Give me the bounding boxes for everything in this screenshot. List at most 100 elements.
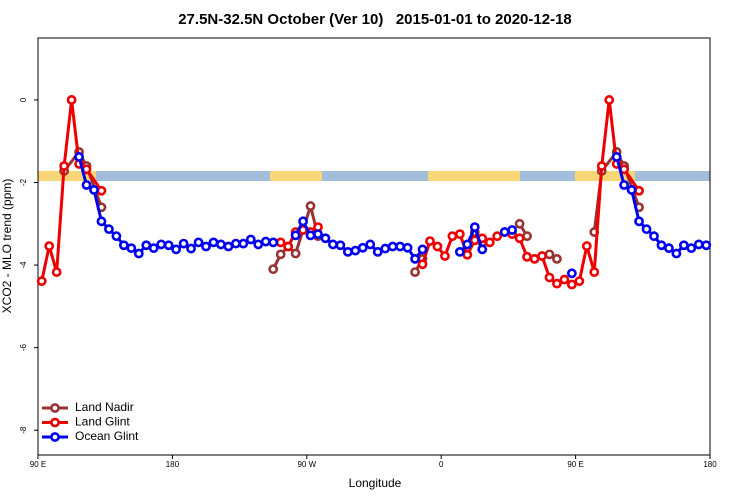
point [425, 236, 435, 247]
point [544, 272, 555, 283]
point [342, 246, 353, 257]
point [395, 241, 406, 252]
point [656, 240, 667, 251]
point [507, 225, 518, 235]
point [664, 243, 674, 254]
point [484, 237, 495, 248]
point [81, 180, 92, 190]
legend-label: Land Glint [75, 415, 130, 429]
point [350, 245, 361, 256]
point [499, 227, 510, 237]
point [44, 241, 55, 251]
point [537, 251, 547, 261]
point [634, 216, 644, 227]
point [559, 274, 570, 285]
point [492, 231, 503, 242]
point [96, 185, 107, 196]
point [51, 267, 62, 277]
point [604, 95, 615, 105]
x-tick-label: 90 E [30, 460, 46, 469]
point [148, 243, 159, 254]
point [634, 185, 644, 196]
point [596, 161, 607, 171]
point [104, 224, 114, 235]
point [230, 238, 241, 249]
point [223, 241, 234, 252]
point [201, 241, 211, 252]
legend-marker [50, 432, 60, 442]
point [522, 231, 532, 242]
point [678, 240, 689, 251]
point [611, 152, 622, 162]
point [462, 239, 473, 250]
point [410, 267, 420, 277]
y-tick-label: -8 [19, 426, 28, 434]
point [454, 229, 465, 240]
point [477, 244, 488, 255]
point [335, 240, 346, 251]
point [96, 216, 107, 227]
point [410, 253, 420, 264]
point [216, 239, 226, 250]
y-tick-label: -2 [19, 178, 28, 186]
legend-marker [50, 417, 60, 428]
x-tick-label: 0 [439, 460, 444, 469]
y-tick-label: -6 [19, 344, 28, 352]
point [581, 241, 592, 251]
point [320, 233, 331, 244]
point [260, 236, 271, 247]
point [208, 237, 219, 248]
point [380, 243, 391, 254]
point [454, 246, 465, 257]
point [290, 248, 301, 259]
point [186, 243, 196, 254]
point [462, 249, 473, 260]
point [469, 222, 480, 232]
point [552, 278, 562, 289]
point [275, 249, 286, 260]
point [693, 239, 704, 250]
x-tick-label: 180 [703, 460, 717, 469]
point [283, 241, 294, 252]
point [514, 233, 525, 244]
point [298, 216, 308, 227]
point [178, 238, 189, 249]
point [163, 240, 174, 251]
point [305, 230, 316, 241]
point [701, 240, 712, 251]
point [514, 218, 525, 229]
point [440, 251, 450, 261]
point [313, 229, 323, 240]
point [36, 276, 47, 287]
point [74, 152, 84, 162]
point [290, 230, 301, 241]
point [417, 244, 428, 255]
point [529, 253, 540, 264]
point [268, 237, 279, 248]
y-tick-label: -4 [19, 261, 28, 269]
point [619, 180, 630, 190]
point [626, 185, 637, 195]
x-tick-label: 90 E [567, 460, 583, 469]
point [275, 237, 286, 248]
point [357, 242, 368, 253]
point [245, 234, 256, 245]
point [566, 279, 577, 290]
legend-marker [50, 403, 60, 413]
x-tick-label: 90 W [297, 460, 316, 469]
point [328, 239, 338, 250]
point [372, 246, 383, 257]
point [417, 259, 428, 270]
legend-label: Land Nadir [75, 400, 134, 414]
point [566, 268, 577, 279]
point [402, 242, 413, 253]
point [111, 231, 122, 242]
point [238, 238, 249, 249]
point [193, 237, 204, 248]
point [365, 239, 376, 250]
point [387, 241, 398, 252]
point [268, 264, 279, 275]
point [641, 224, 652, 235]
point [432, 241, 443, 252]
legend-label: Ocean Glint [75, 429, 139, 443]
